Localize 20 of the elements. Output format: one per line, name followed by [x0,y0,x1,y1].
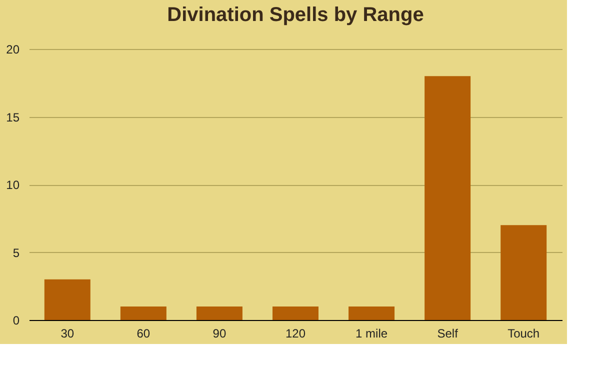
x-tick-label: 60 [136,326,150,340]
y-tick-label: 10 [6,178,20,192]
y-tick-label: 0 [12,314,20,328]
bar [348,306,395,320]
bar [500,225,547,320]
x-tick-label: 90 [212,326,226,340]
bar [424,76,471,320]
bar [272,306,318,320]
bar [120,306,166,320]
x-tick-label: 1 mile [356,326,388,340]
x-tick-label: 120 [285,326,306,340]
x-tick-label: Self [437,326,459,340]
x-tick-label: 30 [60,326,74,340]
y-tick-label: 20 [6,42,20,56]
y-tick-label: 15 [6,110,20,124]
x-tick-label: Touch [508,326,540,340]
bar [196,306,242,320]
chart-title: Divination Spells by Range [167,4,424,26]
bar [44,279,90,320]
y-tick-label: 5 [12,246,20,260]
